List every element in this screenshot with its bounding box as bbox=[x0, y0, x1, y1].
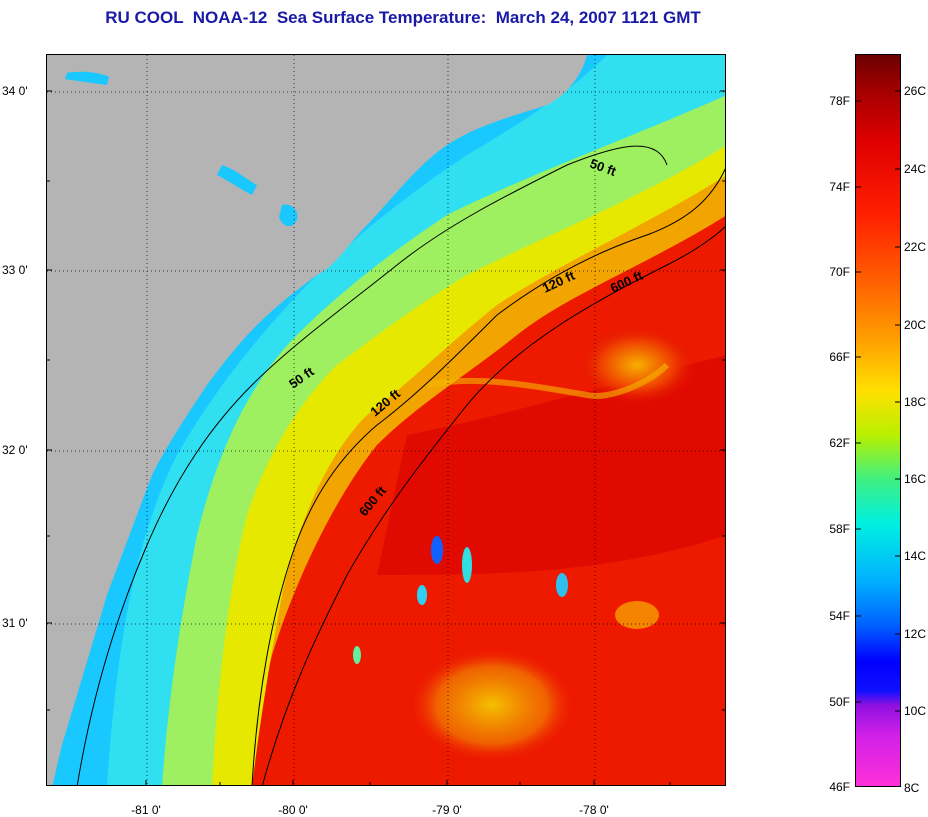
colorbar-label-c: 22C bbox=[904, 240, 927, 254]
cold-spot bbox=[417, 585, 427, 605]
isobath-50ft bbox=[76, 145, 668, 785]
colorbar-label-c: 12C bbox=[904, 627, 927, 641]
map-title: RU COOL NOAA-12 Sea Surface Temperature:… bbox=[105, 8, 701, 27]
cold-spot bbox=[462, 547, 472, 583]
colorbar-label-c: 14C bbox=[904, 549, 927, 563]
filament bbox=[426, 362, 670, 399]
warm-eddy bbox=[577, 325, 697, 405]
latitude-label: 34 0' bbox=[2, 84, 28, 98]
inland-lake bbox=[65, 71, 109, 85]
longitude-label: -78 0' bbox=[579, 803, 609, 817]
longitude-label: -80 0' bbox=[278, 803, 308, 817]
colorbar-label-c: 24C bbox=[904, 162, 927, 176]
colorbar-label-f: 74F bbox=[829, 180, 850, 194]
colorbar-label-f: 50F bbox=[829, 695, 850, 709]
sst-map-canvas: 50 ft 120 ft 600 ft 50 ft 120 ft 600 ft bbox=[47, 55, 725, 785]
isobath-600ft bbox=[262, 226, 725, 785]
latitude-label: 31 0' bbox=[2, 616, 28, 630]
colorbar-label-f: 66F bbox=[829, 350, 850, 364]
warm-eddy bbox=[412, 650, 572, 760]
colorbar-label-c: 26C bbox=[904, 84, 927, 98]
cold-spot bbox=[353, 646, 361, 664]
latitude-label: 33 0' bbox=[2, 263, 28, 277]
warm-patch bbox=[615, 601, 659, 629]
colorbar-label-f: 58F bbox=[829, 522, 850, 536]
longitude-label: -79 0' bbox=[432, 803, 462, 817]
colorbar-label-f: 78F bbox=[829, 94, 850, 108]
colorbar-label-f: 54F bbox=[829, 609, 850, 623]
land-mass bbox=[47, 55, 587, 785]
colorbar-label-c: 8C bbox=[904, 781, 920, 795]
colorbar-label-c: 20C bbox=[904, 318, 927, 332]
longitude-label: -81 0' bbox=[131, 803, 161, 817]
cold-spot bbox=[431, 536, 443, 564]
latitude-label: 32 0' bbox=[2, 443, 28, 457]
colorbar-label-f: 46F bbox=[829, 780, 850, 794]
isobath-120ft bbox=[251, 168, 725, 785]
graticule bbox=[47, 55, 725, 785]
sst-map: 50 ft 120 ft 600 ft 50 ft 120 ft 600 ft bbox=[46, 54, 726, 786]
gulf-stream-core bbox=[377, 355, 725, 575]
inland-lake bbox=[217, 165, 257, 195]
colorbar-label-c: 10C bbox=[904, 704, 927, 718]
colorbar-label-f: 62F bbox=[829, 436, 850, 450]
inland-lake bbox=[279, 204, 298, 227]
colorbar-label-c: 18C bbox=[904, 395, 927, 409]
temperature-colorbar bbox=[855, 54, 901, 787]
colorbar-label-f: 70F bbox=[829, 265, 850, 279]
colorbar-label-c: 16C bbox=[904, 472, 927, 486]
cold-spot bbox=[556, 573, 568, 597]
